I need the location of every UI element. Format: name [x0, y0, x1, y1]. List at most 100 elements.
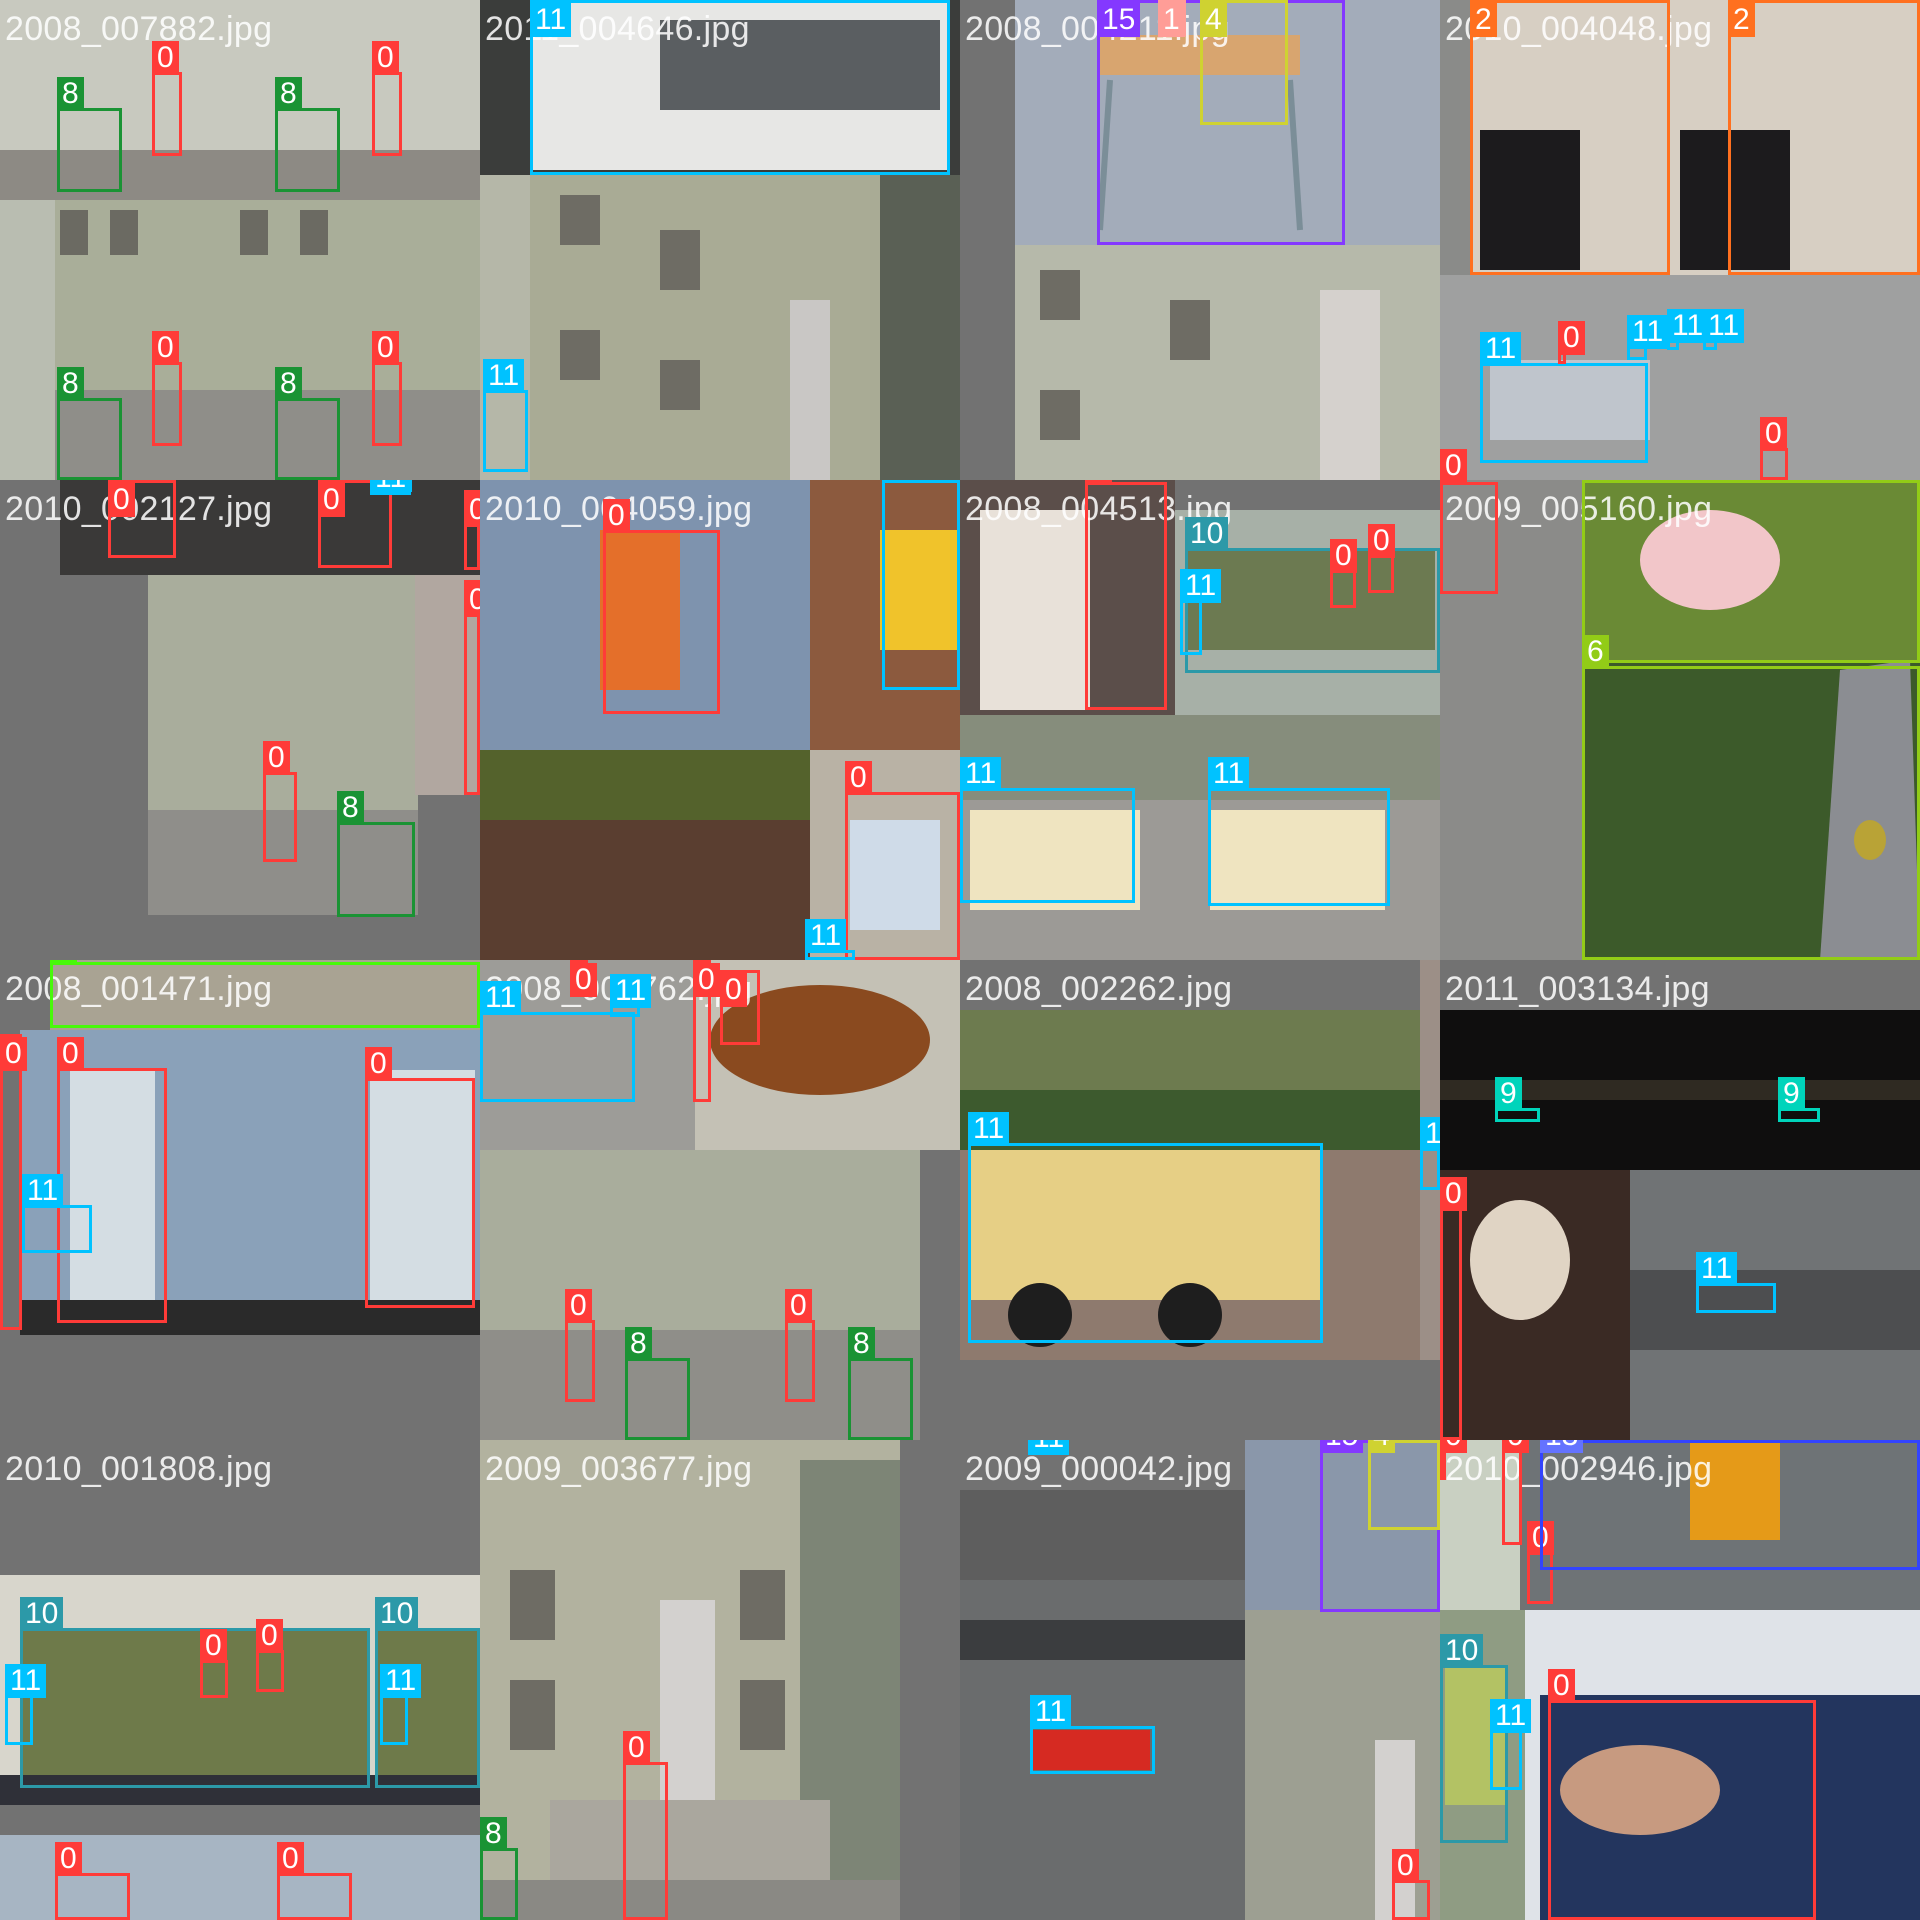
tile-15: 2009_000042.jpg 11 15 4 11 0 [960, 1440, 1440, 1920]
bbox: 11 [370, 480, 412, 495]
bbox-label: 8 [57, 77, 84, 111]
bbox-label: 11 [1180, 569, 1222, 603]
bbox: 0 [623, 1731, 668, 1920]
photo [960, 480, 1440, 960]
bbox: 0 [785, 1289, 815, 1402]
bbox-label: 13 [1540, 1440, 1584, 1453]
bbox: 9 [1495, 1077, 1540, 1122]
bbox: 0 [152, 41, 182, 156]
photo [1440, 480, 1920, 960]
bbox: 0 [365, 1047, 475, 1308]
bbox: 10 [1440, 1634, 1508, 1843]
bbox: 11 [483, 359, 528, 472]
bbox: 11 [1703, 309, 1745, 350]
bbox: 0 [1558, 321, 1585, 364]
bbox-label: 2 [1470, 3, 1497, 37]
bbox-label: 4 [1200, 3, 1227, 37]
bbox: 8 [275, 367, 340, 480]
bbox-label: 11 [1030, 1695, 1072, 1729]
bbox-label: 0 [152, 41, 179, 75]
bbox: 0 [256, 1619, 284, 1692]
bbox: 11 [1180, 569, 1222, 655]
bbox-label: 0 [1440, 449, 1467, 480]
bbox: 0 [372, 41, 402, 156]
bbox-label: 9 [1778, 1077, 1805, 1111]
bbox: 13 [1540, 1440, 1920, 1570]
tile-11: 2008_002262.jpg 11 11 [960, 960, 1440, 1440]
bbox: 11 [1667, 309, 1709, 350]
photo [1440, 960, 1920, 1440]
bbox-label: 0 [277, 1842, 304, 1876]
bbox: 0 [845, 761, 960, 960]
bbox-label: 11 [530, 3, 572, 37]
bbox-label: 0 [565, 1289, 592, 1323]
bbox: 8 [625, 1327, 690, 1440]
bbox-label: 0 [1440, 1440, 1467, 1453]
tile-6: 2010_004059.jpg 0 11 0 11 [480, 480, 960, 960]
bbox-label: 0 [57, 1037, 84, 1071]
bbox-label: 0 [845, 761, 872, 795]
bbox: 0 [570, 960, 597, 997]
bbox-label: 11 [960, 757, 1002, 791]
filename: 2010_002946.jpg [1445, 1450, 1713, 1488]
bbox: 8 [480, 1817, 518, 1920]
bbox-label: 10 [1440, 1634, 1484, 1668]
bbox: 11 [480, 981, 635, 1102]
bbox-label: 0 [464, 493, 480, 527]
bbox: 0 [0, 1034, 27, 1330]
bbox: 0 [603, 499, 720, 714]
bbox: 0 [565, 1289, 595, 1402]
tile-7: 2008_004513.jpg 0 10 0 0 11 11 11 [960, 480, 1440, 960]
bbox-label: 0 [603, 499, 630, 533]
bbox: 0 [152, 331, 182, 446]
bbox: 11 [530, 0, 950, 175]
bbox-label: 8 [57, 367, 84, 401]
bbox: 11 [380, 1664, 422, 1745]
bbox-label: 11 [1703, 309, 1745, 343]
bbox-label: 6 [1582, 480, 1609, 483]
bbox-label: 11 [1490, 1699, 1532, 1733]
bbox-label: 11 [1480, 332, 1522, 366]
bbox: 11 [960, 757, 1135, 903]
bbox: 0 [1368, 524, 1395, 593]
bbox-label: 11 [22, 1174, 64, 1208]
bbox-label: 0 [0, 1037, 27, 1071]
bbox-label: 0 [200, 1629, 227, 1663]
filename: 2009_005160.jpg [1445, 490, 1713, 528]
tile-4: 2010_004048.jpg 2 2 11 0 11 11 11 0 0 [1440, 0, 1920, 480]
bbox: 0 [464, 580, 480, 795]
bbox: 0 [1440, 480, 1498, 594]
bbox-label: 1 [1158, 3, 1185, 37]
filename: 2010_002127.jpg [5, 490, 273, 528]
bbox: 2 [1470, 0, 1670, 275]
bbox: 0 [200, 1629, 228, 1698]
bbox: 11 [1627, 315, 1669, 360]
bbox-label: 8 [275, 77, 302, 111]
bbox: 4 [1368, 1440, 1440, 1530]
bbox-label: 11 [1667, 309, 1709, 343]
filename: 2011_003134.jpg [1445, 970, 1710, 1008]
bbox-label: 2 [1728, 3, 1755, 37]
bbox: 10 [375, 1597, 480, 1788]
bbox: 5 [50, 960, 480, 1028]
bbox-label: 15 [1320, 1440, 1364, 1453]
photo [1440, 0, 1920, 480]
bbox-label: 0 [372, 331, 399, 365]
bbox: 11 [805, 919, 855, 960]
bbox-label: 8 [275, 367, 302, 401]
tile-14: 2009_003677.jpg 0 8 [480, 1440, 960, 1920]
bbox-label: 0 [55, 1842, 82, 1876]
bbox-label: 8 [848, 1327, 875, 1361]
filename: 2011_004646.jpg [485, 10, 750, 48]
bbox-label: 0 [1085, 480, 1112, 485]
bbox-label: 0 [1440, 1177, 1467, 1211]
tile-10: 2008_001762.jpg 11 0 11 0 0 0 8 0 8 [480, 960, 960, 1440]
bbox-label: 11 [1627, 315, 1669, 349]
bbox: 11 [968, 1112, 1323, 1343]
bbox: 11 [882, 480, 960, 690]
bbox-label: 8 [337, 791, 364, 825]
tile-5: 2010_002127.jpg 0 0 11 0 0 0 8 [0, 480, 480, 960]
bbox: 0 [55, 1842, 130, 1920]
bbox: 8 [275, 77, 340, 192]
